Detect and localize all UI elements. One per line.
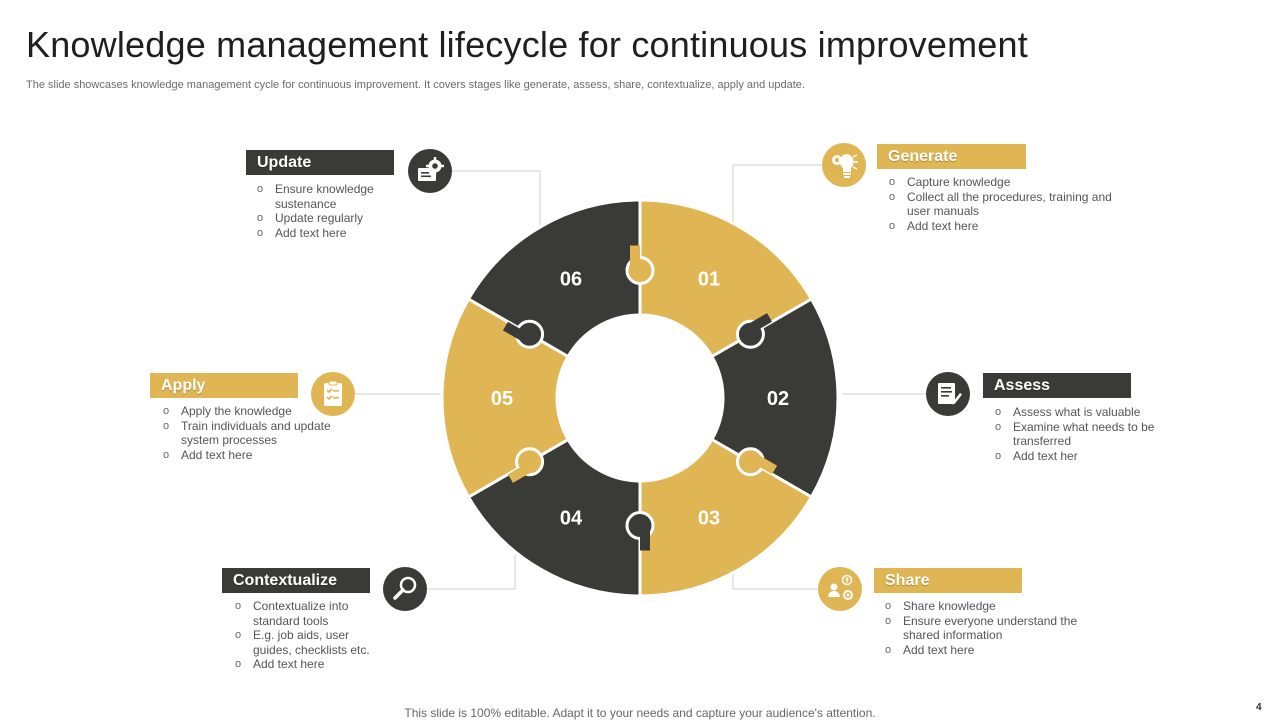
puzzle-tab-03: [735, 447, 765, 477]
segment-number-02: 02: [767, 388, 789, 410]
puzzle-tab-02: [735, 319, 765, 349]
connector-generate: [732, 164, 822, 222]
puzzle-tab-01: [625, 256, 655, 285]
share-label: Share: [874, 568, 1022, 593]
assess-bullets: Assess what is valuable Examine what nee…: [994, 405, 1174, 463]
connector-share: [732, 562, 818, 590]
update-label: Update: [246, 150, 394, 175]
list-item: Contextualize into standard tools: [234, 599, 384, 628]
segment-number-05: 05: [491, 388, 513, 410]
list-item: Add text here: [256, 226, 406, 241]
people-dollar-icon: [818, 567, 862, 611]
puzzle-tab-neck-02: [746, 313, 773, 334]
apply-label: Apply: [150, 373, 298, 398]
puzzle-tab-06: [515, 319, 545, 349]
list-item: Update regularly: [256, 211, 406, 226]
puzzle-tabs-layer: [502, 245, 778, 551]
list-item: Ensure knowledge sustenance: [256, 182, 406, 211]
document-pen-icon: [926, 372, 970, 416]
assess-label: Assess: [983, 373, 1131, 398]
wheel-hole: [557, 315, 723, 481]
generate-bullets: Capture knowledge Collect all the proced…: [888, 175, 1128, 233]
list-item: Apply the knowledge: [162, 404, 332, 419]
segment-number-06: 06: [560, 268, 582, 290]
page-subtitle: The slide showcases knowledge management…: [26, 79, 805, 91]
list-item: Add text here: [884, 643, 1094, 658]
segment-number-01: 01: [698, 268, 720, 290]
puzzle-tab-neck-05: [507, 462, 534, 483]
segment-number-04: 04: [560, 508, 583, 530]
list-item: Ensure everyone understand the shared in…: [884, 614, 1094, 643]
update-bullets: Ensure knowledge sustenance Update regul…: [256, 182, 406, 240]
segment-03: [638, 437, 814, 598]
page-title: Knowledge management lifecycle for conti…: [26, 24, 1028, 65]
puzzle-tab-neck-01: [630, 245, 640, 270]
footer-note: This slide is 100% editable. Adapt it to…: [404, 706, 876, 720]
page-number: 4: [1256, 702, 1262, 713]
segment-06: [466, 198, 642, 359]
segment-05: [440, 296, 571, 500]
segment-04: [466, 437, 642, 598]
share-bullets: Share knowledge Ensure everyone understa…: [884, 599, 1094, 657]
segment-01: [638, 198, 814, 359]
apply-bullets: Apply the knowledge Train individuals an…: [162, 404, 332, 462]
generate-label: Generate: [877, 144, 1026, 169]
segment-numbers: 01 02 03 04 05 06: [491, 268, 789, 529]
list-item: Add text here: [162, 448, 332, 463]
list-item: Assess what is valuable: [994, 405, 1174, 420]
puzzle-tab-04: [625, 511, 655, 540]
list-item: Capture knowledge: [888, 175, 1128, 190]
list-item: Share knowledge: [884, 599, 1094, 614]
list-item: Add text here: [888, 219, 1128, 234]
segment-02: [709, 296, 840, 500]
list-item: Examine what needs to be transferred: [994, 420, 1174, 449]
segments-layer: [440, 198, 840, 598]
puzzle-tab-neck-06: [502, 321, 529, 343]
list-item: Collect all the procedures, training and…: [888, 190, 1128, 219]
connector-lines: [355, 164, 926, 590]
lightbulb-gear-icon: [822, 143, 866, 187]
list-item: E.g. job aids, user guides, checklists e…: [234, 628, 384, 657]
puzzle-tab-neck-03: [751, 453, 778, 475]
segment-number-03: 03: [698, 508, 720, 530]
gear-monitor-icon: [408, 149, 452, 193]
puzzle-tab-05: [515, 447, 545, 477]
contextualize-label: Contextualize: [222, 568, 370, 593]
magnifier-icon: [383, 567, 427, 611]
contextualize-bullets: Contextualize into standard tools E.g. j…: [234, 599, 384, 672]
list-item: Add text her: [994, 449, 1174, 464]
connector-update: [452, 170, 541, 225]
list-item: Add text here: [234, 657, 384, 672]
connector-contextualize: [428, 555, 516, 590]
list-item: Train individuals and update system proc…: [162, 419, 332, 448]
puzzle-tab-neck-04: [640, 526, 650, 551]
